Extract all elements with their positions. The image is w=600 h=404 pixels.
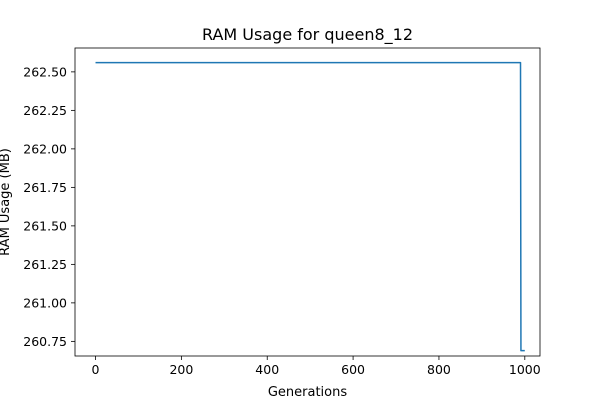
x-tick-label: 200: [169, 362, 193, 377]
y-tick-label: 260.75: [23, 334, 67, 349]
y-tick-label: 262.25: [23, 103, 67, 118]
y-tick-label: 261.50: [23, 218, 67, 233]
x-tick-label: 600: [341, 362, 365, 377]
x-tick-label: 400: [255, 362, 279, 377]
y-axis-ticks: 260.75 261.00 261.25 261.50 261.75 262.00 262.…: [23, 64, 75, 349]
plot-area: [75, 48, 540, 356]
y-tick-label: 261.75: [23, 180, 67, 195]
chart-title: RAM Usage for queen8_12: [202, 25, 413, 45]
x-axis-ticks: 0 200 400 600 800 1000: [92, 356, 541, 377]
x-tick-label: 0: [92, 362, 100, 377]
axes-frame: [74, 47, 541, 357]
y-tick-label: 261.00: [23, 295, 67, 310]
y-tick-label: 262.50: [23, 64, 67, 79]
y-axis-label: RAM Usage (MB): [0, 148, 13, 256]
x-axis-label: Generations: [268, 385, 348, 400]
y-tick-label: 261.25: [23, 257, 67, 272]
x-tick-label: 800: [427, 362, 451, 377]
series-line-0: [95, 61, 525, 352]
series-layer: [95, 61, 525, 352]
y-tick-label: 262.00: [23, 141, 67, 156]
x-tick-label: 1000: [509, 362, 541, 377]
axes-spines: [74, 47, 541, 357]
